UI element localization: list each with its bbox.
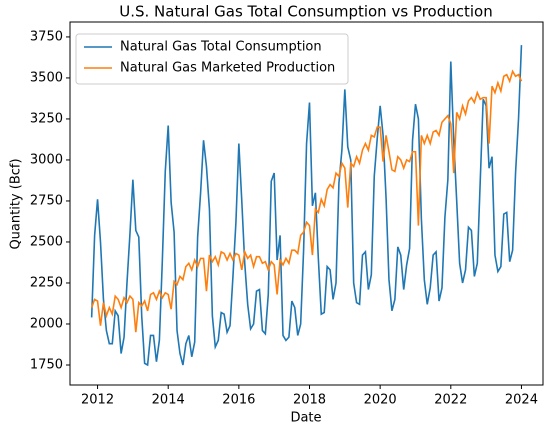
y-tick-label: 1750 (30, 357, 63, 372)
legend: Natural Gas Total Consumption Natural Gas… (75, 33, 349, 85)
y-tick-label: 2500 (30, 234, 63, 249)
chart-title: U.S. Natural Gas Total Consumption vs Pr… (119, 3, 492, 21)
y-tick-label: 2250 (30, 275, 63, 290)
x-tick-label: 2024 (505, 393, 538, 408)
legend-label: Natural Gas Marketed Production (120, 61, 335, 76)
y-tick-label: 2750 (30, 193, 63, 208)
y-tick-label: 3750 (30, 29, 63, 44)
x-tick-label: 2014 (152, 393, 185, 408)
x-tick-label: 2016 (222, 393, 255, 408)
plot-frame (69, 21, 544, 386)
legend-label: Natural Gas Total Consumption (120, 40, 322, 55)
series-line (90, 69, 523, 333)
x-tick-label: 2012 (81, 393, 114, 408)
x-tick-label: 2018 (293, 393, 326, 408)
legend-box (75, 33, 349, 85)
x-tick-label: 2020 (364, 393, 397, 408)
y-axis-label: Quantity (Bcf) (9, 158, 24, 249)
y-tick-label: 2000 (30, 316, 63, 331)
x-axis-label: Date (290, 411, 321, 426)
y-tick-label: 3500 (30, 70, 63, 85)
y-tick-label: 3250 (30, 111, 63, 126)
series-line (90, 45, 523, 367)
y-tick-label: 3000 (30, 152, 63, 167)
x-tick-label: 2022 (434, 393, 467, 408)
